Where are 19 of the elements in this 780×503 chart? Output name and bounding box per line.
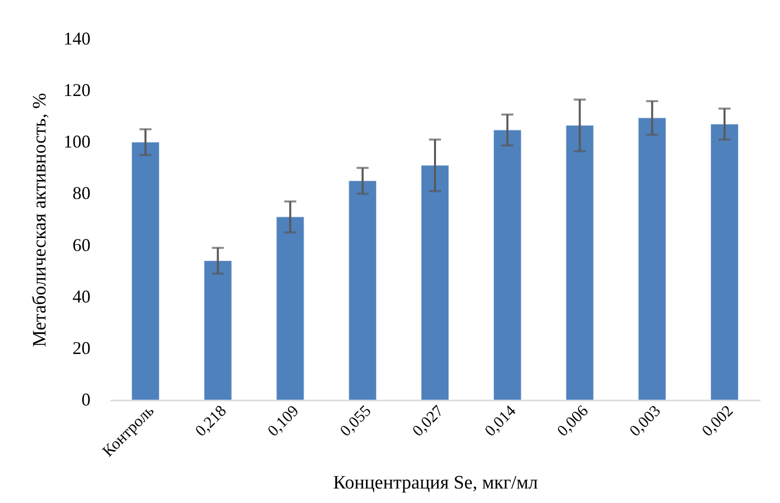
y-tick-label: 60 xyxy=(72,234,90,255)
bar xyxy=(493,130,522,400)
y-axis-title: Метаболическая активность, % xyxy=(30,92,50,348)
x-axis-title: Концентрация Se, мкг/мл xyxy=(333,472,538,494)
bar xyxy=(420,165,450,400)
y-tick-label: 80 xyxy=(72,183,90,204)
y-tick-label: 40 xyxy=(72,286,90,306)
y-tick-label: 0 xyxy=(82,390,90,410)
bar xyxy=(710,124,739,400)
bar xyxy=(276,216,304,400)
y-tick-label: 140 xyxy=(64,28,90,48)
bar xyxy=(131,142,160,400)
y-tick-label: 100 xyxy=(64,132,90,152)
y-tick-label: 120 xyxy=(64,80,90,100)
bar xyxy=(204,260,232,400)
y-tick-label: 20 xyxy=(72,338,90,358)
bar xyxy=(566,125,594,400)
bar xyxy=(638,118,666,400)
bar xyxy=(348,180,377,400)
